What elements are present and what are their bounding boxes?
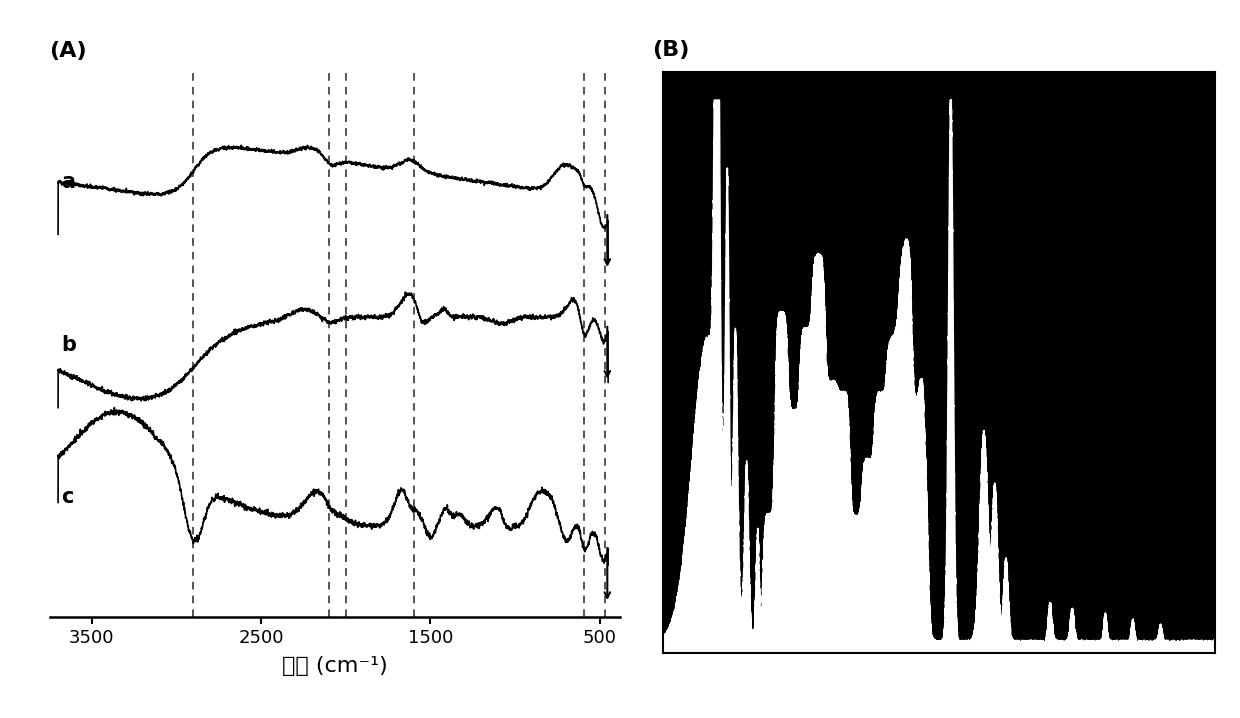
Text: b: b — [62, 335, 77, 355]
Text: c: c — [62, 487, 74, 507]
Text: a: a — [62, 172, 76, 192]
Text: (B): (B) — [652, 40, 689, 60]
X-axis label: 波长 (cm⁻¹): 波长 (cm⁻¹) — [281, 656, 388, 676]
Text: (A): (A) — [50, 41, 87, 61]
